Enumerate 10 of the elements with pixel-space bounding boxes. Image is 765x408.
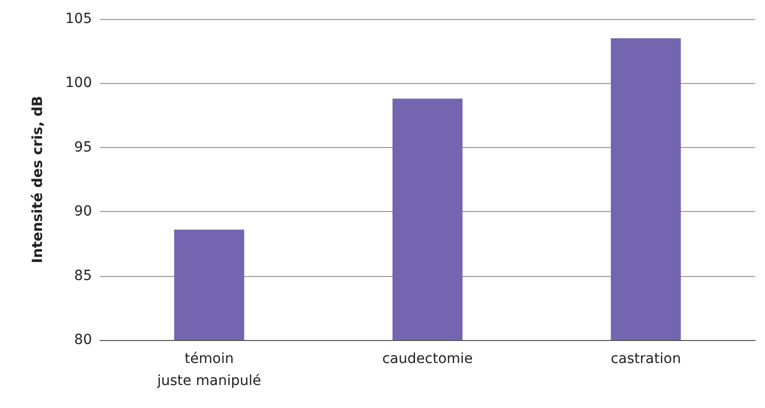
x-tick-label: témoin juste manipulé	[156, 351, 262, 389]
y-tick-label: 90	[74, 204, 92, 220]
y-tick-label: 80	[74, 332, 92, 348]
y-tick-label: 95	[74, 139, 92, 156]
x-tick-label: castration	[610, 351, 681, 367]
y-tick-label: 85	[74, 268, 92, 284]
y-axis-title: Intensité des cris, dB	[30, 96, 46, 264]
y-tick-label: 105	[65, 11, 92, 27]
x-tick-label: caudectomie	[382, 351, 473, 367]
y-tick-label: 100	[65, 75, 92, 92]
